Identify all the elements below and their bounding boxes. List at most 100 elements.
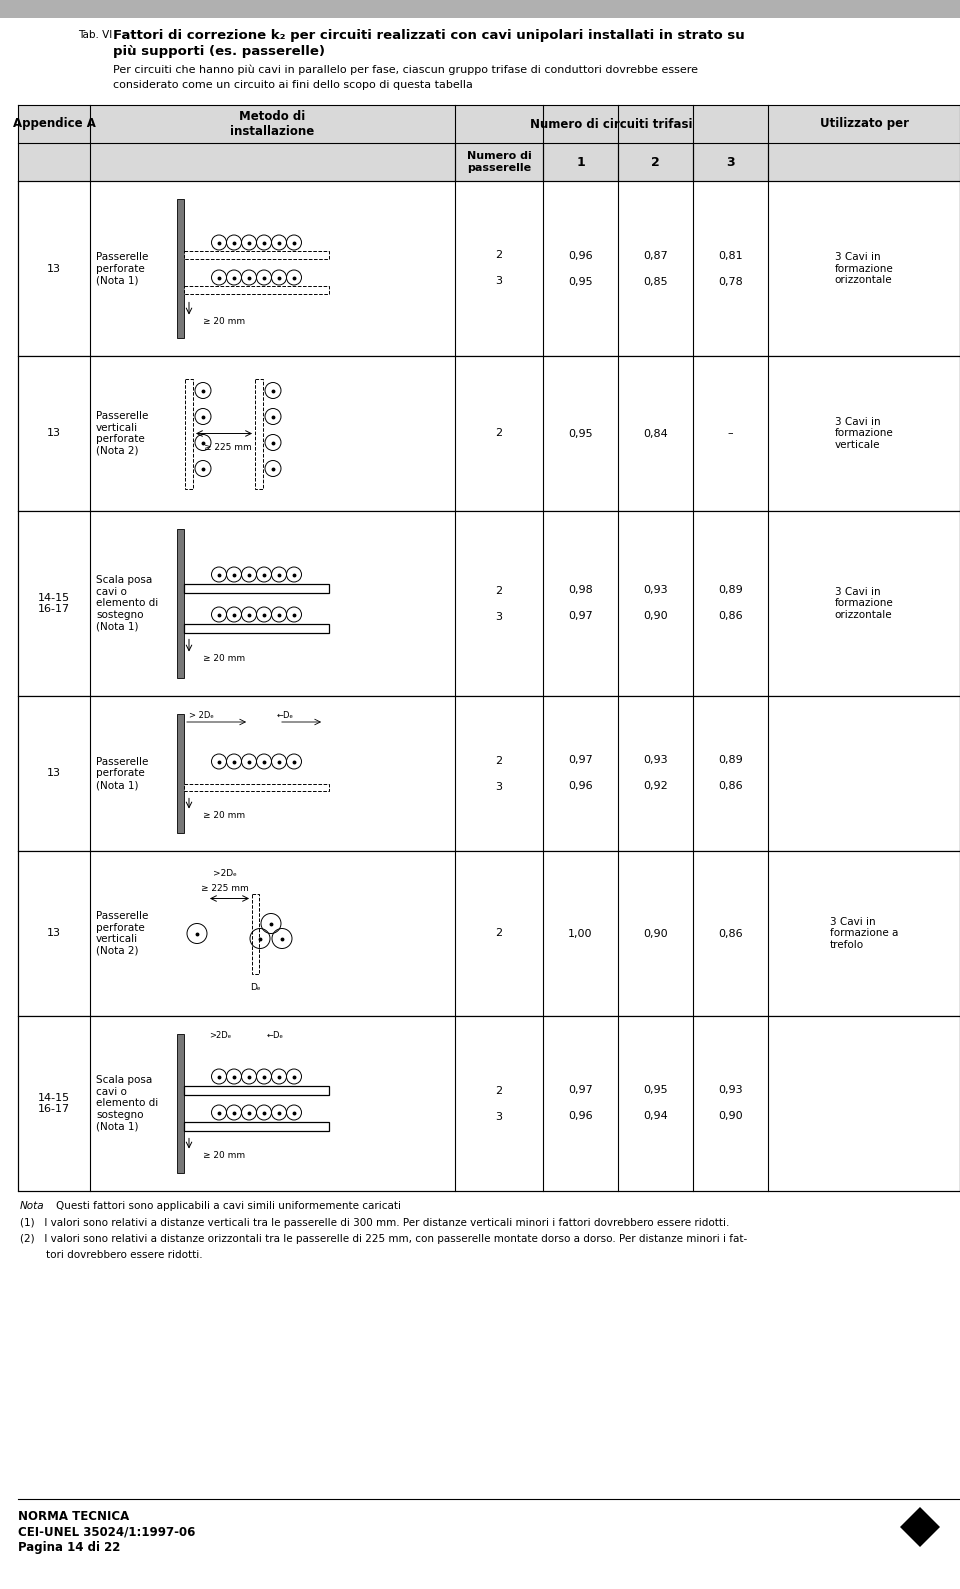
- Text: 0,95: 0,95: [568, 429, 593, 439]
- Text: Passerelle
perforate
(Nota 1): Passerelle perforate (Nota 1): [96, 756, 149, 790]
- Bar: [177, 713, 184, 833]
- Text: 14-15
16-17: 14-15 16-17: [38, 593, 70, 615]
- Text: 0,93: 0,93: [643, 755, 668, 766]
- Text: 0,84: 0,84: [643, 429, 668, 439]
- Bar: [18, 512, 960, 696]
- Text: >2Dₑ: >2Dₑ: [209, 1031, 231, 1041]
- Text: –: –: [728, 429, 733, 439]
- Text: 0,89: 0,89: [718, 585, 743, 596]
- Text: Appendice A: Appendice A: [12, 118, 95, 130]
- Text: Numero di
passerelle: Numero di passerelle: [467, 151, 532, 173]
- Text: 1: 1: [576, 156, 585, 168]
- Text: 13: 13: [47, 928, 61, 939]
- Text: Nota: Nota: [20, 1201, 44, 1211]
- Text: 0,94: 0,94: [643, 1111, 668, 1122]
- Text: 0,90: 0,90: [643, 612, 668, 621]
- Text: Scala posa
cavi o
elemento di
sostegno
(Nota 1): Scala posa cavi o elemento di sostegno (…: [96, 575, 158, 632]
- Text: 0,97: 0,97: [568, 755, 593, 766]
- Text: >2Dₑ: >2Dₑ: [212, 869, 236, 877]
- Bar: [0, 0, 960, 17]
- Text: Tab. VI: Tab. VI: [78, 30, 112, 40]
- Text: 3 Cavi in
formazione a
trefolo: 3 Cavi in formazione a trefolo: [829, 917, 899, 950]
- Text: 1,00: 1,00: [568, 928, 592, 939]
- Text: 0,96: 0,96: [568, 782, 593, 791]
- Text: ≥ 20 mm: ≥ 20 mm: [203, 1150, 245, 1160]
- Text: (2)   I valori sono relativi a distanze orizzontali tra le passerelle di 225 mm,: (2) I valori sono relativi a distanze or…: [20, 1235, 747, 1244]
- Text: Questi fattori sono applicabili a cavi simili uniformemente caricati: Questi fattori sono applicabili a cavi s…: [56, 1201, 401, 1211]
- Text: ≥ 20 mm: ≥ 20 mm: [203, 316, 245, 326]
- Text: 0,86: 0,86: [718, 928, 743, 939]
- Text: 2: 2: [651, 156, 660, 168]
- Text: Utilizzato per: Utilizzato per: [820, 118, 908, 130]
- Text: 0,97: 0,97: [568, 1085, 593, 1095]
- Text: 0,98: 0,98: [568, 585, 593, 596]
- Bar: [18, 696, 960, 852]
- Text: Pagina 14 di 22: Pagina 14 di 22: [18, 1540, 120, 1554]
- Text: 0,86: 0,86: [718, 782, 743, 791]
- Bar: [18, 181, 960, 356]
- Text: 2: 2: [495, 928, 503, 939]
- Text: 0,97: 0,97: [568, 612, 593, 621]
- Text: 3: 3: [495, 1111, 502, 1122]
- Bar: [184, 783, 329, 790]
- Bar: [252, 893, 259, 974]
- Text: 0,96: 0,96: [568, 251, 593, 261]
- Text: 3 Cavi in
formazione
orizzontale: 3 Cavi in formazione orizzontale: [834, 253, 894, 284]
- Text: CEI-UNEL 35024/1:1997-06: CEI-UNEL 35024/1:1997-06: [18, 1525, 196, 1538]
- Bar: [184, 286, 329, 294]
- Bar: [184, 583, 329, 593]
- Text: tori dovrebbero essere ridotti.: tori dovrebbero essere ridotti.: [20, 1251, 203, 1260]
- Text: 0,95: 0,95: [643, 1085, 668, 1095]
- Bar: [184, 251, 329, 259]
- Text: Passerelle
perforate
(Nota 1): Passerelle perforate (Nota 1): [96, 253, 149, 284]
- Text: ≥ 20 mm: ≥ 20 mm: [203, 655, 245, 663]
- Text: 13: 13: [47, 264, 61, 273]
- Text: 2: 2: [495, 1085, 503, 1095]
- Polygon shape: [900, 1506, 940, 1548]
- Text: più supporti (es. passerelle): più supporti (es. passerelle): [113, 46, 325, 59]
- Text: 3: 3: [495, 276, 502, 286]
- Text: 0,89: 0,89: [718, 755, 743, 766]
- Text: Numero di circuiti trifasi: Numero di circuiti trifasi: [530, 118, 693, 130]
- Text: 2: 2: [495, 755, 503, 766]
- Text: 0,90: 0,90: [718, 1111, 743, 1122]
- Text: Fattori di correzione k₂ per circuiti realizzati con cavi unipolari installati i: Fattori di correzione k₂ per circuiti re…: [113, 29, 745, 41]
- Bar: [184, 1122, 329, 1130]
- Text: 13: 13: [47, 429, 61, 439]
- Text: Passerelle
perforate
verticali
(Nota 2): Passerelle perforate verticali (Nota 2): [96, 910, 149, 957]
- Bar: [18, 105, 960, 181]
- Text: 0,85: 0,85: [643, 276, 668, 286]
- Text: ≥ 225 mm: ≥ 225 mm: [204, 443, 252, 451]
- Text: 0,93: 0,93: [643, 585, 668, 596]
- Text: 0,96: 0,96: [568, 1111, 593, 1122]
- Bar: [184, 623, 329, 632]
- Text: 0,90: 0,90: [643, 928, 668, 939]
- Text: NORMA TECNICA: NORMA TECNICA: [18, 1511, 130, 1524]
- Bar: [177, 529, 184, 679]
- Text: Scala posa
cavi o
elemento di
sostegno
(Nota 1): Scala posa cavi o elemento di sostegno (…: [96, 1076, 158, 1131]
- Text: 2: 2: [495, 429, 503, 439]
- Bar: [185, 378, 193, 488]
- Text: 3 Cavi in
formazione
orizzontale: 3 Cavi in formazione orizzontale: [834, 586, 894, 620]
- Text: ≥ 20 mm: ≥ 20 mm: [203, 810, 245, 820]
- Text: > 2Dₑ: > 2Dₑ: [189, 712, 214, 720]
- Text: Passerelle
verticali
perforate
(Nota 2): Passerelle verticali perforate (Nota 2): [96, 412, 149, 456]
- Text: ←Dₑ: ←Dₑ: [276, 712, 294, 720]
- Bar: [177, 199, 184, 338]
- Text: considerato come un circuito ai fini dello scopo di questa tabella: considerato come un circuito ai fini del…: [113, 79, 473, 91]
- Bar: [18, 852, 960, 1015]
- Text: 0,86: 0,86: [718, 612, 743, 621]
- Text: 2: 2: [495, 251, 503, 261]
- Text: 0,92: 0,92: [643, 782, 668, 791]
- Bar: [255, 378, 263, 488]
- Text: 0,95: 0,95: [568, 276, 593, 286]
- Text: 0,81: 0,81: [718, 251, 743, 261]
- Text: 3: 3: [495, 612, 502, 621]
- Text: Metodo di
installazione: Metodo di installazione: [230, 110, 315, 138]
- Bar: [184, 1085, 329, 1095]
- Text: 14-15
16-17: 14-15 16-17: [38, 1093, 70, 1114]
- Bar: [18, 1015, 960, 1192]
- Text: Dₑ: Dₑ: [250, 984, 260, 992]
- Text: 0,78: 0,78: [718, 276, 743, 286]
- Text: Per circuiti che hanno più cavi in parallelo per fase, ciascun gruppo trifase di: Per circuiti che hanno più cavi in paral…: [113, 65, 698, 75]
